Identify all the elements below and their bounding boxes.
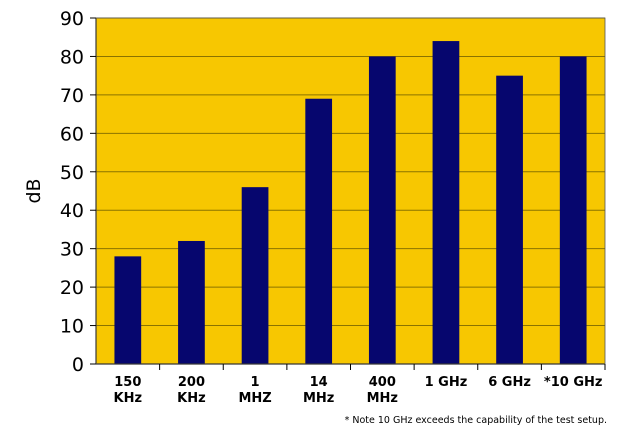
y-tick-label: 60 — [60, 123, 84, 145]
y-tick-labels: 0 10 20 30 40 50 60 70 80 90 — [60, 8, 96, 376]
x-category-label: *10 GHz — [544, 375, 603, 390]
y-tick-label: 30 — [60, 239, 84, 261]
x-category-labels: 150 KHz 200 KHz 1 MHZ 14 MHz 400 MHz 1 GHz 6 GHz *10… — [114, 364, 606, 406]
y-tick-label: 0 — [72, 354, 84, 376]
footnote: * Note 10 GHz exceeds the capability of … — [345, 415, 607, 426]
x-category-label: 400 MHz — [367, 375, 398, 406]
y-tick-label: 70 — [60, 85, 84, 107]
x-category-label: 6 GHz — [488, 375, 531, 390]
y-tick-label: 10 — [60, 316, 84, 338]
y-tick-label: 90 — [60, 8, 84, 30]
x-category-label: 1 GHz — [425, 375, 468, 390]
x-category-label: 200 KHz — [177, 375, 206, 406]
bar-1 — [114, 256, 142, 364]
bar-5 — [368, 56, 396, 364]
bar-7 — [496, 75, 523, 365]
x-category-label: 14 MHz — [303, 375, 334, 406]
bar-2 — [178, 240, 205, 364]
y-tick-label: 20 — [60, 277, 84, 299]
y-tick-label: 50 — [60, 162, 84, 184]
bar-6 — [432, 41, 460, 365]
bars — [114, 41, 587, 365]
y-axis-label: dB — [23, 178, 45, 203]
bar-8 — [559, 56, 587, 364]
bar-3 — [241, 187, 269, 364]
x-category-label: 150 KHz — [114, 375, 143, 406]
bar-4 — [305, 98, 333, 364]
y-tick-label: 40 — [60, 200, 84, 222]
x-category-label: 1 MHZ — [238, 375, 271, 406]
plot-area — [96, 18, 605, 364]
y-tick-label: 80 — [60, 46, 84, 68]
